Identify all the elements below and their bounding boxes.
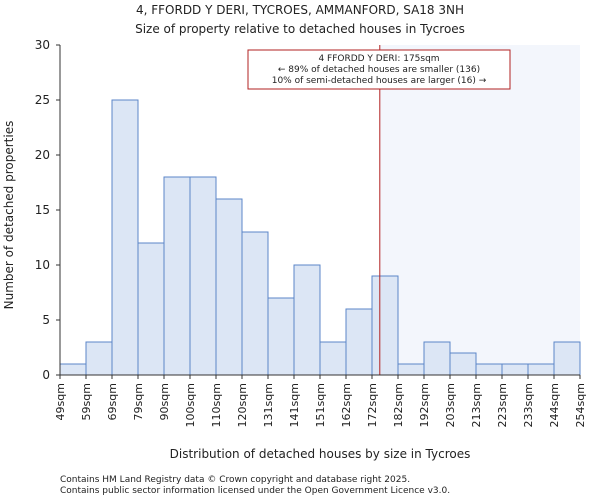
bar-100sqm (189, 176, 217, 376)
bar-162sqm (345, 308, 373, 376)
bar-120sqm (241, 231, 269, 376)
x-tick-label: 141sqm (288, 383, 301, 427)
y-tick-label: 5 (42, 313, 50, 327)
bar-79sqm (137, 242, 165, 376)
chart-subtitle: Size of property relative to detached ho… (135, 22, 465, 36)
x-tick-label: 49sqm (54, 383, 67, 420)
annotation-line-2: ← 89% of detached houses are smaller (13… (278, 65, 480, 75)
x-tick-label: 254sqm (574, 383, 587, 427)
footer-line-1: Contains HM Land Registry data © Crown c… (60, 475, 410, 485)
x-tick-label: 172sqm (366, 383, 379, 427)
y-tick-label: 0 (42, 368, 50, 382)
annotation-line-3: 10% of semi-detached houses are larger (… (272, 76, 487, 86)
x-tick-label: 151sqm (314, 383, 327, 427)
bar-59sqm (85, 341, 113, 376)
y-tick-label: 25 (35, 93, 50, 107)
footer-line-2: Contains public sector information licen… (60, 486, 450, 496)
bar-203sqm (449, 352, 477, 376)
annotation-box: 4 FFORDD Y DERI: 175sqm ← 89% of detache… (247, 49, 511, 90)
bar-110sqm (215, 198, 243, 376)
y-tick-label: 15 (35, 203, 50, 217)
bar-131sqm (267, 297, 295, 376)
bar-244sqm (553, 341, 581, 376)
bar-90sqm (163, 176, 191, 376)
x-tick-label: 203sqm (444, 383, 457, 427)
x-tick-label: 90sqm (158, 383, 171, 420)
annotation-border (247, 49, 511, 90)
x-tick-label: 59sqm (80, 383, 93, 420)
bar-192sqm (423, 341, 451, 376)
annotation-line-1: 4 FFORDD Y DERI: 175sqm (318, 54, 439, 64)
y-tick-label: 10 (35, 258, 50, 272)
x-tick-label: 244sqm (548, 383, 561, 427)
x-tick-label: 223sqm (496, 383, 509, 427)
y-axis-label: Number of detached properties (2, 121, 16, 310)
bar-233sqm (527, 363, 555, 376)
bar-223sqm (501, 363, 529, 376)
y-tick-label: 30 (35, 38, 50, 52)
x-axis-label: Distribution of detached houses by size … (170, 447, 471, 461)
plot-area: 0 5 10 15 20 25 30 49sqm 59sqm 69sqm 79sqm 90sqm 100… (35, 38, 587, 427)
x-tick-label: 131sqm (262, 383, 275, 427)
x-tick-label: 233sqm (522, 383, 535, 427)
bar-151sqm (319, 341, 347, 376)
bar-182sqm (397, 363, 425, 376)
x-tick-label: 162sqm (340, 383, 353, 427)
highlight-region (379, 45, 580, 375)
bar-213sqm (475, 363, 503, 376)
x-tick-label: 213sqm (470, 383, 483, 427)
bar-69sqm (111, 99, 139, 376)
x-tick-label: 100sqm (184, 383, 197, 427)
x-tick-label: 79sqm (132, 383, 145, 420)
chart-title: 4, FFORDD Y DERI, TYCROES, AMMANFORD, SA… (136, 3, 464, 17)
y-tick-label: 20 (35, 148, 50, 162)
bar-141sqm (293, 264, 321, 376)
bar-49sqm (59, 363, 87, 376)
x-tick-label: 120sqm (236, 383, 249, 427)
x-tick-label: 192sqm (418, 383, 431, 427)
x-tick-label: 182sqm (392, 383, 405, 427)
bar-172sqm (371, 275, 399, 376)
x-tick-label: 69sqm (106, 383, 119, 420)
x-tick-label: 110sqm (210, 383, 223, 427)
